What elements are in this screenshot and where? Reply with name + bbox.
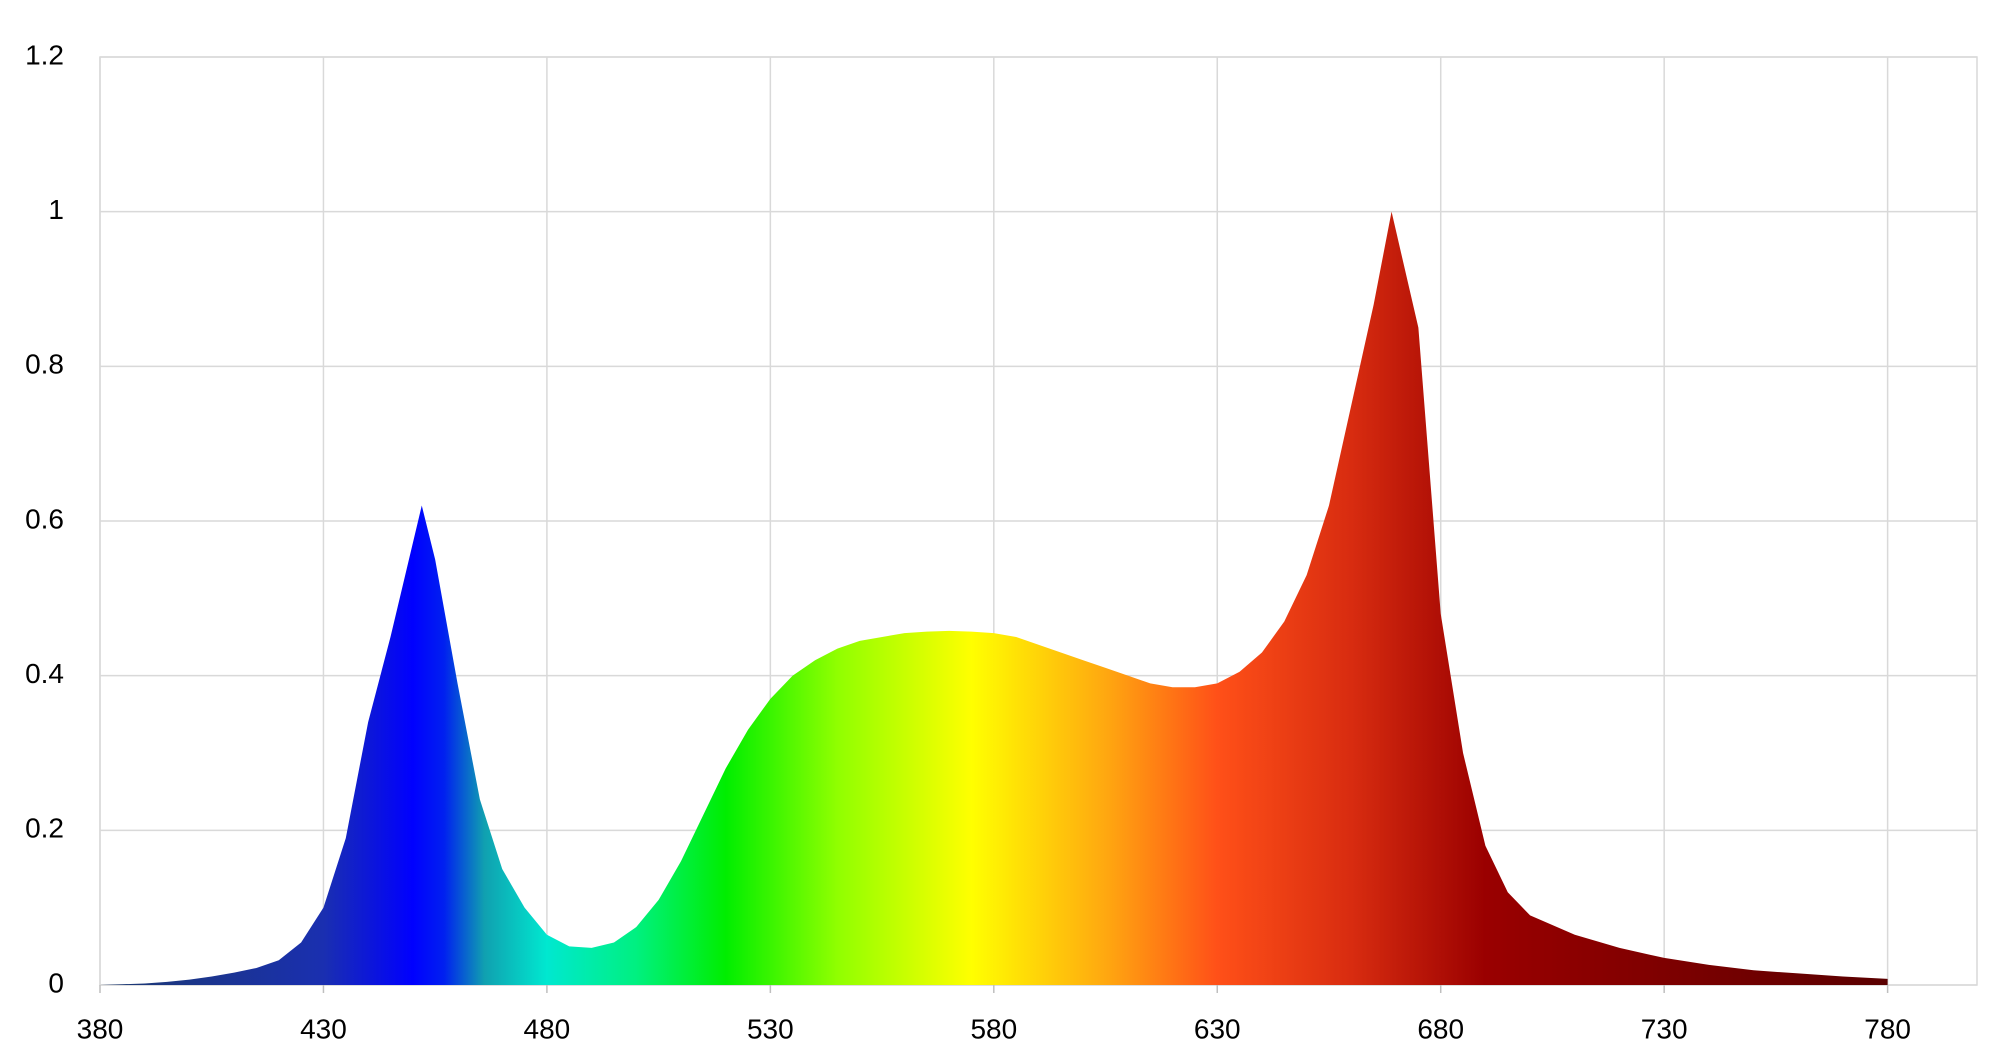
x-tick-label: 780 (1864, 1013, 1911, 1044)
x-tick-label: 580 (970, 1013, 1017, 1044)
spectrum-area (100, 211, 1888, 985)
x-tick-label: 730 (1641, 1013, 1688, 1044)
y-tick-label: 1.2 (25, 39, 64, 70)
x-tick-label: 530 (747, 1013, 794, 1044)
y-tick-label: 0.6 (25, 503, 64, 534)
y-tick-label: 0.4 (25, 658, 64, 689)
x-tick-label: 480 (524, 1013, 571, 1044)
x-tick-label: 430 (300, 1013, 347, 1044)
y-tick-label: 0 (48, 967, 64, 998)
y-tick-label: 1 (48, 194, 64, 225)
x-tick-label: 680 (1417, 1013, 1464, 1044)
x-tick-label: 380 (77, 1013, 124, 1044)
y-tick-label: 0.8 (25, 349, 64, 380)
x-tick-label: 630 (1194, 1013, 1241, 1044)
y-tick-label: 0.2 (25, 813, 64, 844)
